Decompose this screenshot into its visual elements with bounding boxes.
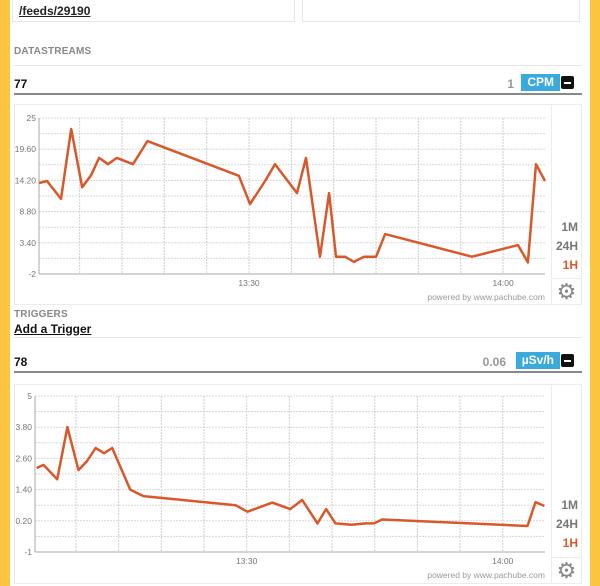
gear-icon[interactable]: ⚙ xyxy=(552,278,581,304)
y-tick-label: 3.40 xyxy=(19,238,36,248)
feed-link[interactable]: /feeds/29190 xyxy=(19,4,91,18)
minus-square-icon[interactable] xyxy=(561,354,574,367)
divider xyxy=(14,65,582,66)
y-tick-label: -1 xyxy=(24,547,32,557)
datastream-id: 78 xyxy=(14,355,28,369)
line-chart: 25 19.60 14.20 8.80 3.40 -2 13:30 14:00 xyxy=(15,113,547,288)
range-1m[interactable]: 1M xyxy=(561,220,578,234)
y-tick-label: 1.40 xyxy=(15,485,32,495)
add-trigger-link[interactable]: Add a Trigger xyxy=(14,322,92,336)
datastream-header-77: 77 1 CPM xyxy=(14,73,582,95)
range-panel: 1M 24H 1H ⚙ xyxy=(551,105,581,304)
x-tick-label: 14:00 xyxy=(492,278,514,288)
datastream-chart-77: 25 19.60 14.20 8.80 3.40 -2 13:30 14:00 powered… xyxy=(14,104,582,305)
gear-icon[interactable]: ⚙ xyxy=(552,557,581,583)
divider xyxy=(14,337,582,338)
y-tick-label: 19.60 xyxy=(15,144,36,154)
y-tick-label: 3.80 xyxy=(15,422,32,432)
datastream-id: 77 xyxy=(14,77,28,91)
x-tick-label: 13:30 xyxy=(238,278,260,288)
range-1h[interactable]: 1H xyxy=(562,536,578,550)
series-line xyxy=(36,425,545,528)
line-chart: 5 3.80 2.60 1.40 0.20 -1 13:30 14:00 xyxy=(15,391,545,566)
datastream-header-78: 78 0.06 µSv/h xyxy=(14,351,582,373)
y-tick-label: 8.80 xyxy=(19,207,36,217)
y-tick-label: 5 xyxy=(27,391,32,401)
y-tick-label: 0.20 xyxy=(15,516,32,526)
y-tick-label: 2.60 xyxy=(15,453,32,463)
range-24h[interactable]: 24H xyxy=(555,517,578,531)
x-tick-label: 14:00 xyxy=(492,556,514,566)
unit-badge: µSv/h xyxy=(515,352,560,369)
minus-square-icon[interactable] xyxy=(561,76,574,89)
powered-by[interactable]: powered by www.pachube.com xyxy=(427,570,545,580)
empty-field xyxy=(302,0,580,22)
current-value: 1 xyxy=(507,77,514,91)
triggers-heading: TRIGGERS xyxy=(14,309,68,320)
range-1m[interactable]: 1M xyxy=(561,498,578,512)
range-panel: 1M 24H 1H ⚙ xyxy=(551,385,581,583)
y-tick-label: 14.20 xyxy=(15,175,36,185)
x-tick-label: 13:30 xyxy=(236,556,258,566)
powered-by[interactable]: powered by www.pachube.com xyxy=(427,292,545,302)
series-line xyxy=(38,127,547,264)
datastreams-heading: DATASTREAMS xyxy=(14,46,92,57)
range-24h[interactable]: 24H xyxy=(555,239,578,253)
datastream-chart-78: 5 3.80 2.60 1.40 0.20 -1 13:30 14:00 powered by… xyxy=(14,384,582,584)
feed-field: /feeds/29190 xyxy=(12,0,295,22)
feed-page: /feeds/29190 DATASTREAMS 77 1 CPM 25 19.6… xyxy=(10,0,590,586)
y-tick-label: -2 xyxy=(28,269,36,279)
y-tick-label: 25 xyxy=(27,113,37,123)
range-1h[interactable]: 1H xyxy=(562,258,578,272)
unit-badge: CPM xyxy=(521,74,560,91)
current-value: 0.06 xyxy=(482,355,506,369)
